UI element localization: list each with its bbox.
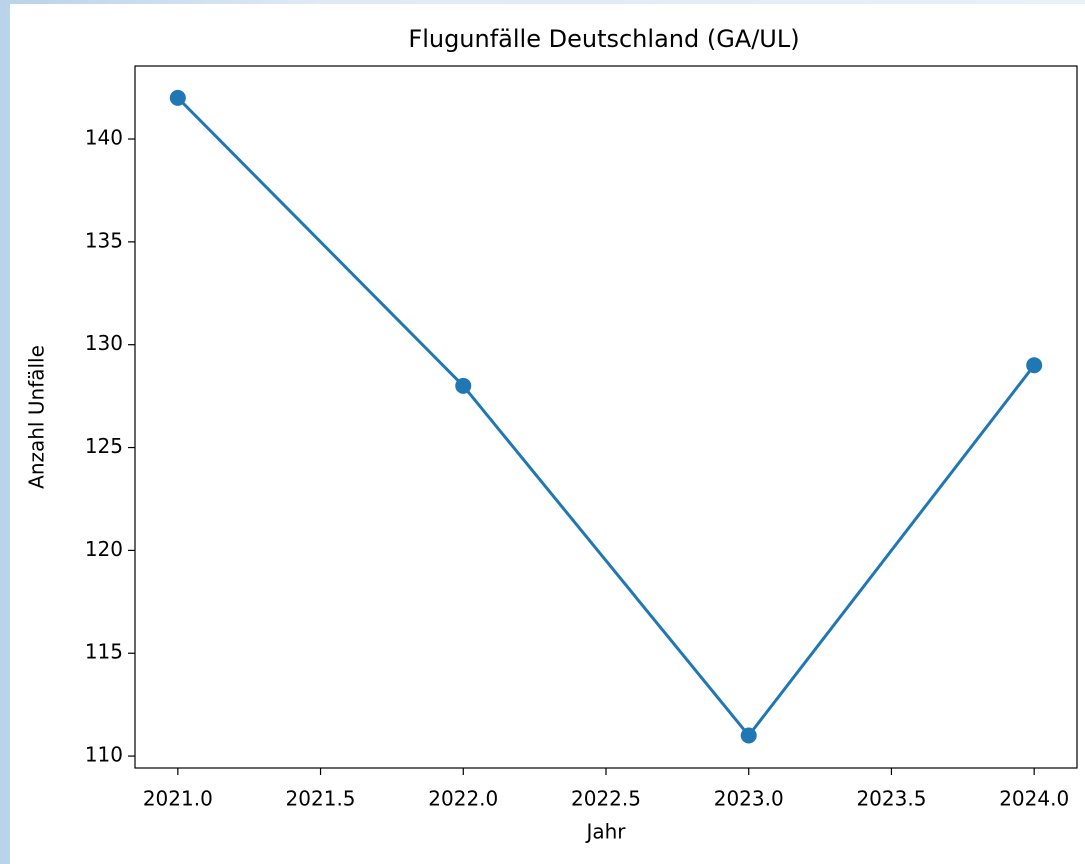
y-tick-label: 125	[85, 434, 123, 458]
data-point	[169, 89, 186, 106]
data-point	[740, 727, 757, 744]
x-tick-label: 2024.0	[999, 787, 1069, 811]
y-tick-label: 135	[85, 228, 123, 252]
data-line	[176, 96, 1036, 738]
x-tick-label: 2021.0	[143, 787, 213, 811]
y-axis-label: Anzahl Unfälle	[25, 345, 49, 489]
chart-title: Flugunfälle Deutschland (GA/UL)	[408, 25, 799, 53]
x-tick-label: 2023.5	[856, 787, 926, 811]
data-point	[455, 377, 472, 394]
y-tick-label: 110	[85, 743, 123, 767]
x-tick-label: 2022.5	[571, 787, 641, 811]
x-axis-label: Jahr	[584, 820, 626, 844]
y-tick-label: 120	[85, 537, 123, 561]
x-tick-label: 2022.0	[428, 787, 498, 811]
x-tick-label: 2021.5	[286, 787, 356, 811]
plot-frame	[134, 65, 1078, 769]
y-tick-label: 115	[85, 640, 123, 664]
y-tick-label: 130	[85, 331, 123, 355]
panel	[10, 4, 1085, 864]
y-tick-label: 140	[85, 126, 123, 150]
x-tick-label: 2023.0	[714, 787, 784, 811]
data-point	[1026, 357, 1043, 374]
